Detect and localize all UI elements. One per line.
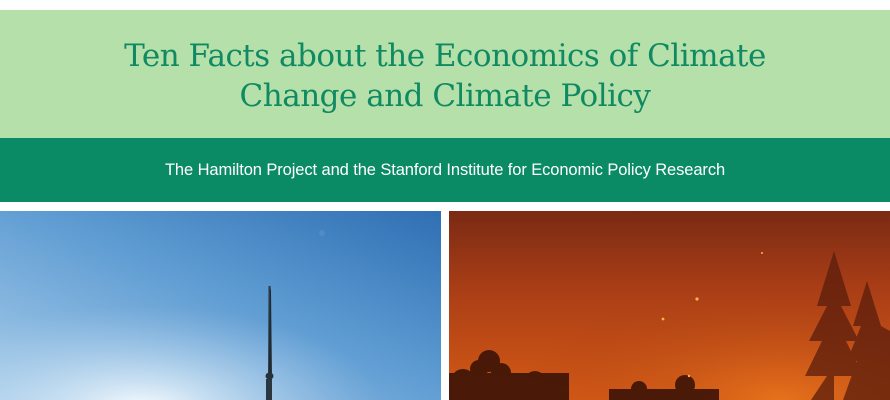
wind-turbine-icon <box>265 285 274 400</box>
report-title-line-2: Change and Climate Policy <box>239 78 651 114</box>
ember-icon <box>661 252 763 378</box>
subtitle-band: The Hamilton Project and the Stanford In… <box>0 138 890 202</box>
wind-turbine-photo <box>0 211 441 400</box>
report-title-line-1: Ten Facts about the Economics of Climate <box>124 38 766 74</box>
wildfire-forest-photo <box>449 211 890 400</box>
tree-silhouette-icon <box>805 251 890 400</box>
report-subtitle: The Hamilton Project and the Stanford In… <box>164 160 726 179</box>
title-band: Ten Facts about the Economics of Climate… <box>0 10 890 138</box>
tree-silhouette-icon <box>449 350 719 400</box>
report-title: Ten Facts about the Economics of Climate… <box>124 32 766 116</box>
